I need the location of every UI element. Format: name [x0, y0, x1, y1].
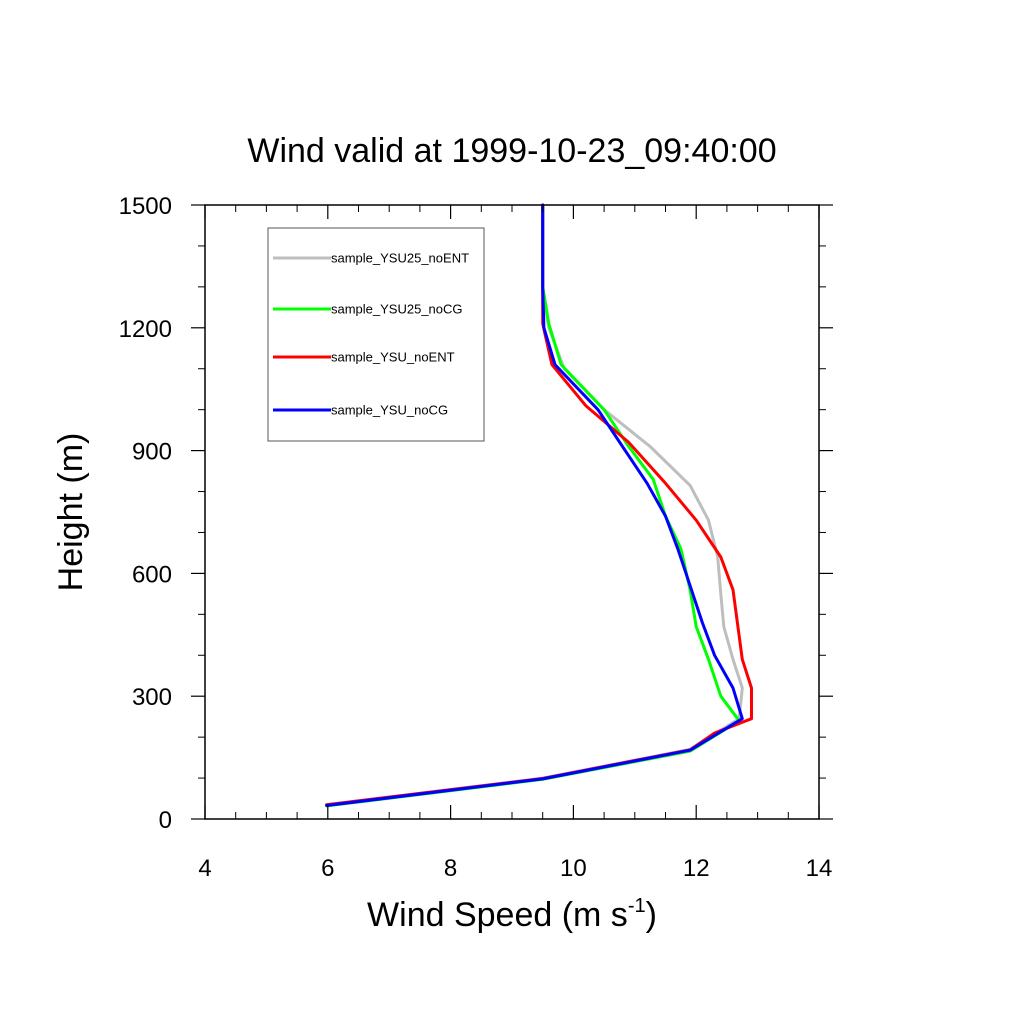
legend: sample_YSU25_noENT sample_YSU25_noCGsampl…	[267, 227, 485, 442]
series-layer	[325, 203, 753, 808]
ticks-layer: 4 6 8 10 12 14 0 300 600 900 1200 1500	[119, 193, 833, 882]
legend-label-1: sample_YSU25_noCG	[331, 302, 463, 317]
x-tick-label: 8	[444, 855, 457, 882]
y-tick-label: 300	[132, 684, 172, 711]
legend-box	[267, 227, 485, 442]
y-axis-label: Height (m)	[52, 433, 90, 592]
y-tick-label: 900	[132, 439, 172, 466]
chart-title: Wind valid at 1999-10-23_09:40:00	[247, 132, 776, 170]
legend-label-3: sample_YSU_noCG	[331, 403, 448, 418]
plot-frame	[204, 204, 820, 820]
legend-label-0: sample_YSU25_noENT	[331, 251, 469, 266]
series-line-3	[325, 203, 744, 807]
x-axis-label-sup: -1	[628, 895, 646, 917]
x-tick-label: 12	[683, 855, 710, 882]
x-tick-label: 4	[198, 855, 211, 882]
y-tick-label: 1500	[119, 193, 172, 220]
x-axis-label: Wind Speed (m s-1)	[367, 895, 657, 934]
y-tick-label: 1200	[119, 316, 172, 343]
legend-label-2: sample_YSU_noENT	[331, 350, 455, 365]
x-tick-label: 14	[806, 855, 833, 882]
y-tick-label: 600	[132, 561, 172, 588]
x-axis-label-close: )	[646, 896, 657, 934]
y-tick-label: 0	[159, 807, 172, 834]
x-tick-label: 10	[560, 855, 587, 882]
x-tick-label: 6	[321, 855, 334, 882]
x-axis-label-base: Wind Speed (m s	[367, 896, 628, 934]
